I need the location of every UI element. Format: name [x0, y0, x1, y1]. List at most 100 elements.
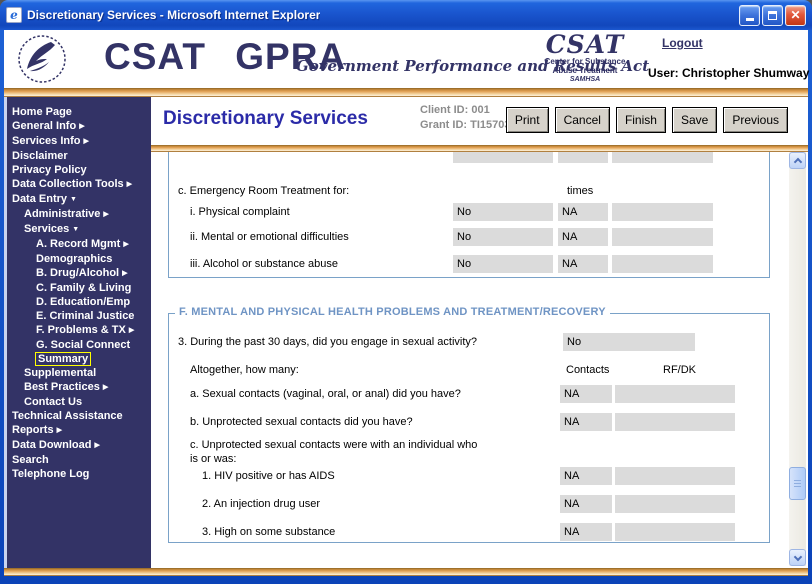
row-ii-answer-field[interactable]: No: [453, 228, 553, 246]
sidebar-item-label: Administrative: [24, 208, 101, 220]
page-header: Discretionary Services Client ID: 001 Gr…: [151, 97, 808, 145]
sidebar-item-b-drug-alcohol[interactable]: B. Drug/Alcohol ▶: [7, 266, 151, 281]
clipped-times-field[interactable]: [612, 152, 713, 163]
gpra-tagline: Government Performance and Results Act: [296, 57, 650, 75]
sidebar-item-technical-assistance[interactable]: Technical Assistance: [7, 409, 151, 423]
row-iii-na-field[interactable]: NA: [558, 255, 608, 273]
logout-link[interactable]: Logout: [662, 36, 703, 50]
submenu-right-arrow-icon: ▶: [94, 442, 100, 449]
finish-button[interactable]: Finish: [615, 107, 666, 133]
section-f-legend: F. MENTAL AND PHYSICAL HEALTH PROBLEMS A…: [175, 306, 610, 318]
sidebar-item-home-page[interactable]: Home Page: [7, 105, 151, 119]
times-column-header: times: [567, 185, 594, 197]
row-c3-contacts-field[interactable]: NA: [560, 523, 612, 541]
scroll-down-button[interactable]: [789, 549, 806, 566]
sidebar-item-label: Reports: [12, 424, 54, 436]
previous-button[interactable]: Previous: [723, 107, 788, 133]
sidebar-item-label: Disclaimer: [12, 150, 68, 162]
sidebar-item-services-info[interactable]: Services Info ▶: [7, 134, 151, 149]
sidebar-item-c-family-living[interactable]: C. Family & Living: [7, 281, 151, 295]
sidebar-item-label: Summary: [34, 352, 92, 366]
row-iii-times-field[interactable]: [612, 255, 713, 273]
question-3-label: 3. During the past 30 days, did you enga…: [178, 336, 478, 348]
row-i-answer-field[interactable]: No: [453, 203, 553, 221]
sidebar-item-label: Best Practices: [24, 381, 100, 393]
sidebar-item-telephone-log[interactable]: Telephone Log: [7, 467, 151, 481]
row-c1-rfdk-field[interactable]: [615, 467, 735, 485]
question-3-answer-field[interactable]: No: [563, 333, 695, 351]
sidebar-item-data-download[interactable]: Data Download ▶: [7, 438, 151, 453]
print-button[interactable]: Print: [505, 107, 549, 133]
sidebar-item-g-social-connect[interactable]: G. Social Connect: [7, 338, 151, 352]
row-a-label: a. Sexual contacts (vaginal, oral, or an…: [190, 388, 461, 400]
csat-gpra-logotype: CSAT GPRA: [104, 36, 347, 77]
sidebar-item-label: Telephone Log: [12, 468, 90, 480]
sidebar-item-reports[interactable]: Reports ▶: [7, 423, 151, 438]
sidebar-item-supplemental[interactable]: Supplemental: [7, 366, 151, 380]
contacts-column-header: Contacts: [566, 364, 610, 376]
cancel-button[interactable]: Cancel: [554, 107, 610, 133]
csat-seal-line1: Center for Substance: [544, 57, 626, 66]
sidebar-item-label: Privacy Policy: [12, 164, 87, 176]
sidebar-item-data-collection-tools[interactable]: Data Collection Tools ▶: [7, 177, 151, 192]
row-ii-na-field[interactable]: NA: [558, 228, 608, 246]
submenu-right-arrow-icon: ▶: [122, 270, 128, 277]
row-a-contacts-field[interactable]: NA: [560, 385, 612, 403]
submenu-right-arrow-icon: ▶: [79, 123, 85, 130]
sidebar-item-d-education-emp[interactable]: D. Education/Emp: [7, 295, 151, 309]
sidebar-item-data-entry[interactable]: Data Entry ▼: [7, 192, 151, 207]
sidebar-item-privacy-policy[interactable]: Privacy Policy: [7, 163, 151, 177]
sidebar-item-contact-us[interactable]: Contact Us: [7, 395, 151, 409]
sidebar-item-label: Supplemental: [24, 367, 97, 379]
sidebar-item-summary[interactable]: Summary: [7, 352, 151, 366]
row-ii-times-field[interactable]: [612, 228, 713, 246]
close-button[interactable]: ✕: [785, 4, 806, 26]
logged-in-user: User: Christopher Shumway: [648, 66, 810, 80]
sidebar-item-general-info[interactable]: General Info ▶: [7, 119, 151, 134]
csat-seal-line2: Abuse Treatment: [552, 66, 618, 75]
row-iii-answer-field[interactable]: No: [453, 255, 553, 273]
internet-explorer-icon: e: [6, 7, 22, 23]
row-i-na-field[interactable]: NA: [558, 203, 608, 221]
vertical-scrollbar[interactable]: [789, 152, 806, 566]
page-header-separator-bar: [151, 145, 808, 152]
clipped-answer-field[interactable]: [453, 152, 553, 163]
sidebar-item-search[interactable]: Search: [7, 453, 151, 467]
sidebar-item-best-practices[interactable]: Best Practices ▶: [7, 380, 151, 395]
row-c2-contacts-field[interactable]: NA: [560, 495, 612, 513]
row-b-contacts-field[interactable]: NA: [560, 413, 612, 431]
sidebar-item-disclaimer[interactable]: Disclaimer: [7, 149, 151, 163]
sidebar-item-label: Services: [24, 223, 70, 235]
sidebar-item-label: B. Drug/Alcohol: [36, 267, 120, 279]
row-b-rfdk-field[interactable]: [615, 413, 735, 431]
row-i-times-field[interactable]: [612, 203, 713, 221]
row-ii-label: ii. Mental or emotional difficulties: [190, 231, 349, 243]
save-button[interactable]: Save: [671, 107, 718, 133]
row-a-rfdk-field[interactable]: [615, 385, 735, 403]
row-c3-rfdk-field[interactable]: [615, 523, 735, 541]
sidebar-item-e-criminal-justice[interactable]: E. Criminal Justice: [7, 309, 151, 323]
sidebar-item-label: Contact Us: [24, 396, 83, 408]
maximize-button[interactable]: [762, 4, 783, 26]
sidebar-item-label: A. Record Mgmt: [36, 238, 121, 250]
row-c2-rfdk-field[interactable]: [615, 495, 735, 513]
minimize-button[interactable]: [739, 4, 760, 26]
client-grant-ids: Client ID: 001 Grant ID: TI15703: [420, 103, 510, 133]
sidebar-item-label: C. Family & Living: [36, 282, 132, 294]
window-title: Discretionary Services - Microsoft Inter…: [27, 8, 321, 22]
row-c1-contacts-field[interactable]: NA: [560, 467, 612, 485]
sidebar-item-label: Demographics: [36, 253, 113, 265]
csat-seal-title: CSAT: [545, 30, 625, 59]
sidebar-item-a-record-mgmt[interactable]: A. Record Mgmt ▶: [7, 237, 151, 252]
scroll-up-button[interactable]: [789, 152, 806, 169]
row-c-label-line1: c. Unprotected sexual contacts were with…: [190, 439, 478, 451]
clipped-na-field[interactable]: [558, 152, 608, 163]
sidebar-item-demographics[interactable]: Demographics: [7, 252, 151, 266]
sidebar-item-services[interactable]: Services ▼: [7, 222, 151, 237]
scrollbar-thumb[interactable]: [789, 467, 806, 500]
sidebar-item-f-problems-tx[interactable]: F. Problems & TX ▶: [7, 323, 151, 338]
header-separator-bar: [4, 88, 808, 97]
sidebar-item-label: Technical Assistance: [12, 410, 123, 422]
window-controls: ✕: [739, 4, 806, 26]
sidebar-item-administrative[interactable]: Administrative ▶: [7, 207, 151, 222]
